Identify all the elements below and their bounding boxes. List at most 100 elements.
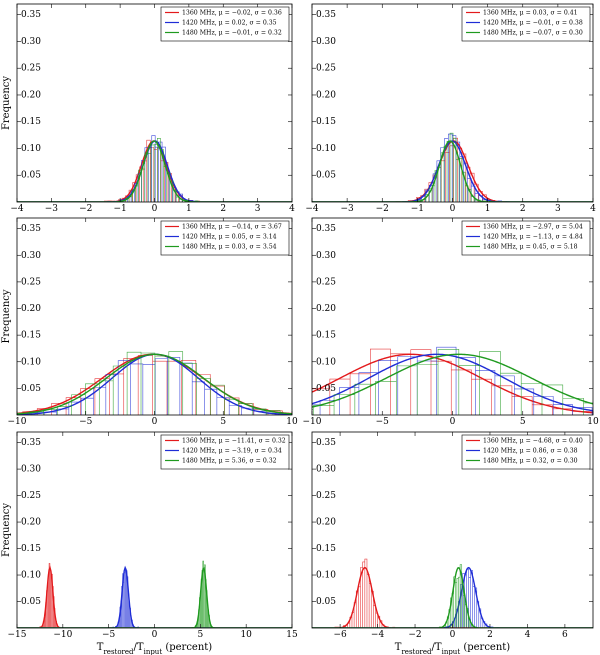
y-tick-label: 0.05 [21, 384, 41, 394]
y-tick-label: 0.10 [316, 571, 336, 581]
y-tick-label: 0.35 [316, 438, 336, 448]
x-tick-label: 4 [289, 204, 295, 214]
legend-box [160, 434, 290, 470]
fit-curve-1360-mhz [17, 353, 292, 415]
x-tick-label: 10 [286, 417, 298, 427]
x-tick-label: 10 [240, 630, 252, 640]
x-tick-label: 0 [152, 204, 158, 214]
y-tick-label: 0.25 [316, 277, 336, 287]
histogram-1480-mhz [407, 132, 493, 202]
legend: 1360 MHz, μ = −2.97, σ = 5.04 1420 MHz, μ… [461, 220, 591, 256]
chart-panel-row3-right: 0.05 0.10 0.15 0.20 0.25 0.30 0.35 −6 −4 −2 0 2 4 6 13… [311, 431, 594, 655]
histogram-1420-mhz [112, 569, 139, 628]
y-tick-label: 0.20 [21, 90, 41, 100]
y-tick-label: 0.20 [21, 518, 41, 528]
x-tick-label: −3 [45, 204, 59, 214]
fit-curve-1360-mhz [312, 353, 593, 414]
y-tick-label: 0.30 [316, 251, 336, 261]
y-tick-label: 0.15 [21, 331, 41, 341]
legend-entry: 1360 MHz, μ = −0.02, σ = 0.36 [182, 10, 282, 17]
y-tick-label: 0.30 [21, 465, 41, 475]
x-tick-label: 3 [555, 204, 561, 214]
y-tick-label: 0.10 [21, 357, 41, 367]
chart-panel-row1-left: 0.05 0.10 0.15 0.20 0.25 0.30 0.35 −4 −3 −2 −1 0 1 2 3… [1, 3, 295, 214]
y-tick-label: 0.25 [316, 491, 336, 501]
x-tick-label: −2 [408, 630, 421, 640]
x-tick-label: −2 [376, 204, 389, 214]
y-axis-label: Frequency [1, 503, 12, 557]
plot-area [17, 135, 292, 202]
x-tick-label: −5 [79, 417, 93, 427]
x-tick-label: 0 [450, 417, 456, 427]
y-tick-label: 0.05 [316, 384, 336, 394]
y-tick-label: 0.10 [316, 144, 336, 154]
y-tick-label: 0.35 [21, 10, 41, 20]
y-tick-label: 0.20 [316, 90, 336, 100]
plot-area [312, 558, 593, 628]
chart-panel-row2-left: 0.05 0.10 0.15 0.20 0.25 0.30 0.35 −10 −5 0 5 10 136… [1, 217, 298, 427]
legend-entry: 1420 MHz, μ = −3.19, σ = 0.34 [182, 448, 282, 455]
x-tick-label: −10 [53, 630, 72, 640]
y-tick-label: 0.25 [21, 277, 41, 287]
y-tick-label: 0.30 [21, 37, 41, 47]
legend-entry: 1420 MHz, μ = −0.01, σ = 0.38 [483, 20, 583, 27]
y-tick-label: 0.15 [316, 544, 336, 554]
chart-panel-row1-right: 0.05 0.10 0.15 0.20 0.25 0.30 0.35 −4 −3 −2 −1 0 1 2 3… [305, 3, 596, 214]
x-tick-label: −1 [411, 204, 424, 214]
legend-entry: 1360 MHz, μ = −4.68, σ = 0.40 [483, 438, 583, 445]
x-tick-label: −6 [333, 630, 347, 640]
x-tick-label: 0 [152, 417, 158, 427]
legend-entry: 1420 MHz, μ = 0.02, σ = 0.35 [182, 20, 277, 27]
legend-entry: 1360 MHz, μ = −11.41, σ = 0.32 [182, 438, 286, 445]
x-tick-label: −15 [8, 630, 27, 640]
fit-curve-1420-mhz [312, 140, 593, 202]
legend: 1360 MHz, μ = −11.41, σ = 0.32 1420 MHz, … [160, 434, 290, 470]
y-tick-label: 0.15 [21, 117, 41, 127]
legend-entry: 1480 MHz, μ = −0.07, σ = 0.30 [483, 30, 583, 37]
legend: 1360 MHz, μ = −4.68, σ = 0.40 1420 MHz, μ… [461, 434, 591, 470]
y-tick-label: 0.05 [21, 171, 41, 181]
x-tick-label: −4 [305, 204, 319, 214]
y-tick-label: 0.30 [21, 251, 41, 261]
legend-entry: 1360 MHz, μ = −0.14, σ = 3.67 [182, 224, 282, 231]
y-tick-label: 0.35 [21, 438, 41, 448]
y-tick-label: 0.20 [21, 304, 41, 314]
histogram-1360-mhz [104, 139, 207, 202]
x-tick-label: 15 [286, 630, 298, 640]
x-tick-label: 1 [186, 204, 192, 214]
histogram-1360-mhz [38, 563, 63, 628]
y-tick-label: 0.10 [21, 144, 41, 154]
legend-entry: 1480 MHz, μ = 5.36, σ = 0.32 [182, 458, 277, 465]
fit-curve-1480-mhz [312, 140, 593, 202]
histogram-1480-mhz [435, 564, 481, 628]
plot-area [17, 560, 292, 628]
fit-curve-1480-mhz [17, 353, 292, 415]
x-tick-label: 5 [220, 417, 226, 427]
legend-box [461, 434, 591, 470]
legend-box [461, 6, 591, 42]
legend-box [160, 220, 290, 256]
y-tick-label: 0.05 [316, 597, 336, 607]
legend: 1360 MHz, μ = −0.14, σ = 3.67 1420 MHz, μ… [160, 220, 290, 256]
x-tick-label: −2 [79, 204, 92, 214]
fit-curve-1360-mhz [312, 140, 593, 202]
x-axis-label: Trestored/Tinput (percent) [97, 642, 213, 655]
y-tick-label: 0.35 [316, 224, 336, 234]
histogram-1360-mhz [312, 348, 593, 415]
fit-curve-1420-mhz [17, 565, 292, 628]
y-tick-label: 0.25 [21, 64, 41, 74]
x-tick-label: −10 [303, 417, 322, 427]
x-tick-label: 4 [590, 204, 596, 214]
x-tick-label: 6 [562, 630, 568, 640]
y-tick-label: 0.15 [316, 117, 336, 127]
legend-box [461, 220, 591, 256]
chart-panel-row2-right: 0.05 0.10 0.15 0.20 0.25 0.30 0.35 −10 −5 0 5 10 136… [303, 217, 599, 427]
legend-entry: 1420 MHz, μ = 0.05, σ = 3.14 [182, 234, 277, 241]
fit-curve-1420-mhz [312, 353, 593, 412]
plot-area [312, 132, 593, 202]
y-axis-label: Frequency [1, 76, 12, 130]
y-tick-label: 0.30 [316, 37, 336, 47]
x-tick-label: 4 [525, 630, 531, 640]
x-tick-label: 2 [487, 630, 493, 640]
